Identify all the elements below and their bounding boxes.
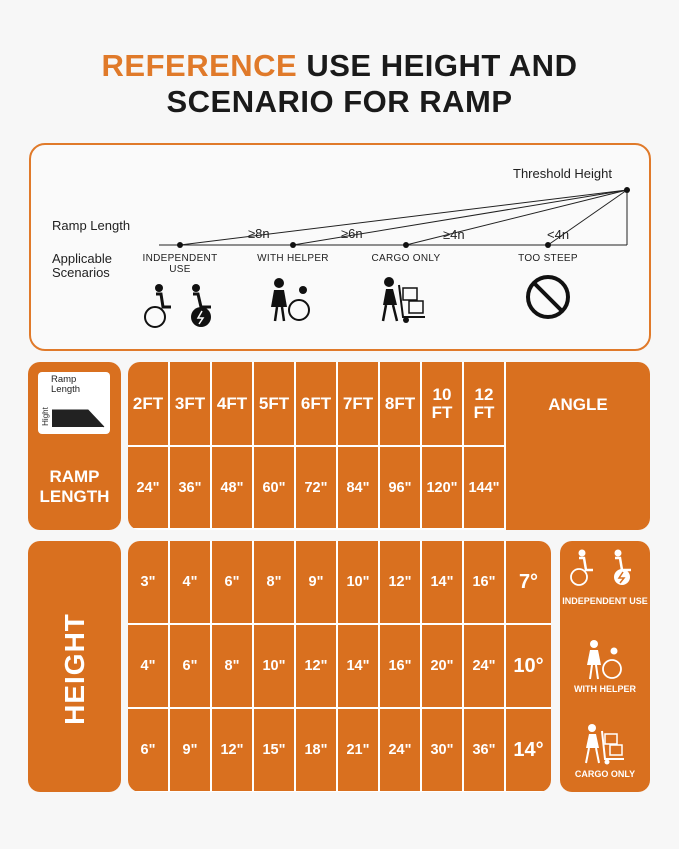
scenario-label: WITH HELPER [257,253,329,264]
height-label-box: HEIGHT [28,541,121,792]
height-cell: 14" [338,625,378,707]
height-cell: 36" [464,709,504,791]
length-inches-cell: 144" [464,447,504,528]
length-inches-cell: 24" [128,447,168,528]
length-feet-header: 6FT [296,362,336,445]
prohibited-icon [526,275,570,319]
height-heading: HEIGHT [59,613,90,725]
mini-length-label: Length [51,384,81,395]
ramp-mini-diagram: Ramp Length Hight [38,372,110,434]
height-cell: 24" [464,625,504,707]
angle-cell: 14° [506,709,551,791]
applicable-label: Applicable [52,251,112,266]
length-feet-header: 3FT [170,362,210,445]
length-feet-header: 4FT [212,362,252,445]
ratio-label: ≥6n [341,226,363,241]
height-cell: 21" [338,709,378,791]
height-cell: 9" [170,709,210,791]
length-inches-cell: 96" [380,447,420,528]
height-cell: 6" [212,541,252,623]
ramp-length-table: 2FT 24" 3FT 36" 4FT 48" 5FT 60" 6FT 72" 7FT 84" 8FT 9… [128,362,650,530]
length-feet-header: 2FT [128,362,168,445]
ratio-label: ≥8n [248,226,270,241]
height-cell: 3" [128,541,168,623]
length-inches-cell: 84" [338,447,378,528]
height-cell: 6" [170,625,210,707]
scenario-label: INDEPENDENT USE [562,596,648,606]
height-cell: 24" [380,709,420,791]
ramp-diagram: Threshold Height Ramp Length Applicable … [29,143,651,351]
length-feet-header: 10 FT [422,362,462,445]
scenario-label: WITH HELPER [574,684,636,694]
height-cell: 12" [212,709,252,791]
length-feet-header: 8FT [380,362,420,445]
cargo-dolly-icon [585,724,624,765]
height-cell: 15" [254,709,294,791]
page-title: REFERENCE USE HEIGHT AND SCENARIO FOR RA… [0,48,679,120]
height-cell: 14" [422,541,462,623]
length-feet-header: 7FT [338,362,378,445]
height-cell: 9" [296,541,336,623]
mini-ramp-label: Ramp [51,374,77,385]
length-inches-cell: 72" [296,447,336,528]
wheelchair-icon [144,284,171,328]
length-inches-cell: 36" [170,447,210,528]
scenario-label: CARGO ONLY [574,769,636,779]
ramp-length-label: Ramp Length [52,218,131,233]
height-cell: 10" [338,541,378,623]
height-cell: 16" [380,625,420,707]
power-wheelchair-icon [191,284,211,327]
length-inches-cell: 120" [422,447,462,528]
ramp-length-label-box: Ramp Length Hight RAMP LENGTH [28,362,121,530]
height-cell: 20" [422,625,462,707]
scenario-panel-icons [570,549,631,765]
length-inches-cell: 48" [212,447,252,528]
height-cell: 18" [296,709,336,791]
helper-wheelchair-icon [587,640,622,680]
height-cell: 4" [128,625,168,707]
power-wheelchair-icon [614,549,631,585]
scenario-panel: INDEPENDENT USE WITH HELPER CARGO ONLY [560,541,650,792]
ramp-length-heading: RAMP LENGTH [39,467,110,506]
scenario-label: TOO STEEP [518,253,578,264]
helper-wheelchair-icon [271,278,310,322]
height-table: 3" 4" 6" 8" 9" 10" 12" 14" 16" 7° 4" 6" 8" 10" 12" 14" 1… [128,541,551,792]
title-line1: USE HEIGHT AND [297,48,578,83]
height-cell: 16" [464,541,504,623]
angle-header: ANGLE [506,362,650,530]
height-cell: 30" [422,709,462,791]
height-cell: 6" [128,709,168,791]
height-cell: 4" [170,541,210,623]
length-inches-cell: 60" [254,447,294,528]
cargo-dolly-icon [381,277,425,323]
wheelchair-icon [570,549,593,586]
length-feet-header: 12 FT [464,362,504,445]
ratio-label: <4n [547,227,570,242]
threshold-height-label: Threshold Height [513,166,612,181]
height-cell: 12" [380,541,420,623]
ramp-diagram-lines [144,187,630,328]
angle-cell: 7° [506,541,551,623]
scenario-label: CARGO ONLY [371,253,441,264]
angle-cell: 10° [506,625,551,707]
length-feet-header: 5FT [254,362,294,445]
height-cell: 8" [212,625,252,707]
title-accent: REFERENCE [101,48,298,83]
ratio-label: ≥4n [443,227,465,242]
scenarios-label: Scenarios [52,265,110,280]
title-line2: SCENARIO FOR RAMP [166,84,513,119]
height-cell: 10" [254,625,294,707]
scenario-label: INDEPENDENT USE [142,253,218,275]
ramp-shape-icon [52,409,105,428]
height-cell: 8" [254,541,294,623]
height-cell: 12" [296,625,336,707]
